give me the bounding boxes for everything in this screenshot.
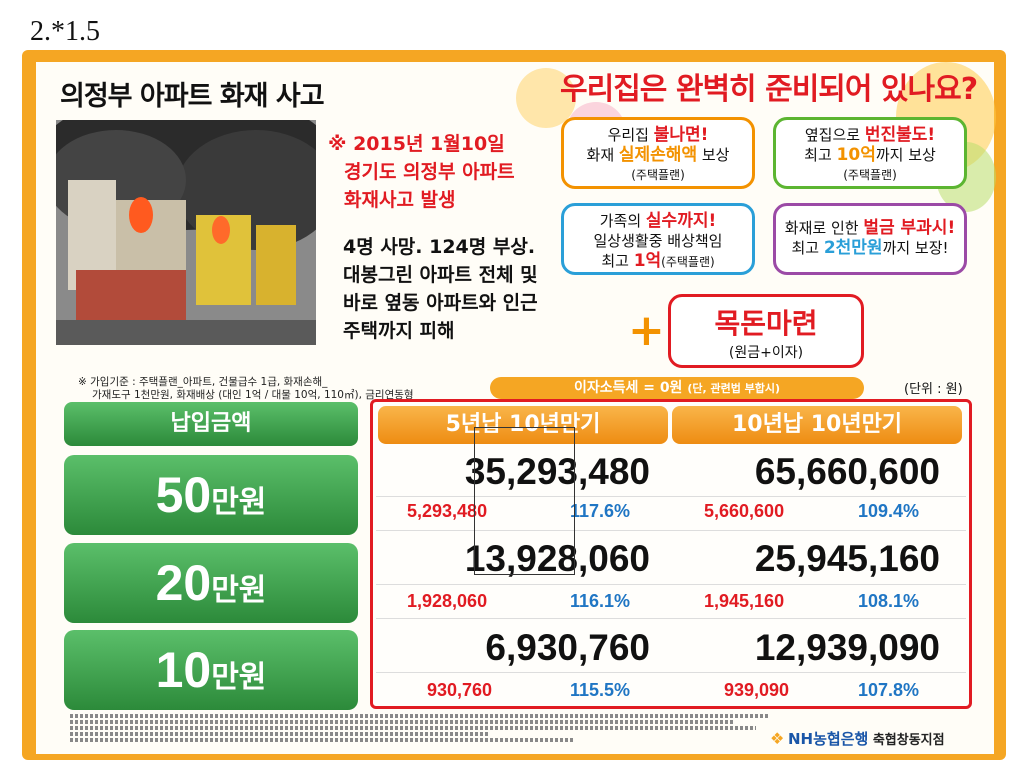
note-line: 가재도구 1천만원, 화재배상 (대인 1억 / 대물 10억, 110㎡), … [92, 389, 414, 401]
coverage-text: 옆집으로 [804, 126, 865, 144]
amount-row-50: 50만원 [64, 455, 358, 535]
fire-date-line: 경기도 의정부 아파트 [344, 161, 515, 183]
rate-5yr-10: 115.5% [570, 680, 631, 700]
total-10yr-10: 12,939,090 [754, 627, 940, 668]
unit-label: (단위 : 원) [904, 382, 963, 397]
savings-title: 목돈마련 [714, 307, 818, 340]
fire-desc-line: 4명 사망. 124명 부상. [343, 236, 536, 258]
amount-value: 50 [155, 467, 212, 523]
fine-print-line [70, 720, 735, 724]
coverage-text: 가족의 [599, 212, 646, 230]
fine-print-line [70, 714, 770, 718]
fire-date-line: ※ 2015년 1월10일 [328, 133, 505, 155]
total-5yr-10: 6,930,760 [485, 627, 650, 668]
rate-5yr-50: 117.6% [570, 501, 631, 521]
fine-print-line [70, 738, 574, 742]
row-divider [376, 530, 966, 531]
total-10yr-20: 25,945,160 [754, 538, 940, 579]
enrollment-note: ※ 가입기준 : 주택플랜_아파트, 건물급수 1급, 화재손해_ 가재도구 1… [78, 376, 414, 402]
savings-subtitle: (원금+이자) [728, 345, 804, 361]
row-divider [376, 584, 966, 585]
fine-print [70, 712, 770, 744]
coverage-text: 까지 보장! [882, 239, 949, 257]
amount-unit: 만원 [211, 573, 267, 608]
coverage-text: 화재 [586, 146, 619, 164]
fine-print-line [70, 726, 756, 730]
interest-5yr-10: 930,760 [427, 680, 493, 700]
payment-amount-header: 납입금액 [64, 402, 358, 446]
savings-box: 목돈마련 (원금+이자) [668, 294, 864, 368]
coverage-emphasis: 10억 [836, 145, 876, 165]
rate-10yr-20: 108.1% [858, 591, 920, 611]
coverage-box-neighbor: 옆집으로 번진불도! 최고 10억까지 보상 (주택플랜) [773, 117, 967, 189]
coverage-text: 보상 [697, 146, 730, 164]
fire-desc-line: 주택까지 피해 [343, 320, 455, 342]
coverage-emphasis: 2천만원 [823, 238, 883, 258]
interest-10yr-50: 5,660,600 [704, 501, 785, 521]
plus-sign: + [628, 305, 665, 356]
amount-row-10: 10만원 [64, 630, 358, 710]
coverage-text: 최고 [804, 146, 837, 164]
bank-branch: 축협창동지점 [868, 733, 945, 748]
col-header-10yr: 10년납 10년만기 [672, 406, 962, 444]
fire-title: 의정부 아파트 화재 사고 [60, 81, 325, 112]
coverage-text: 일상생활중 배상책임 [593, 232, 723, 250]
amount-value: 10 [155, 642, 212, 698]
interest-10yr-10: 939,090 [724, 680, 790, 700]
amount-value: 20 [155, 555, 212, 611]
coverage-box-fine: 화재로 인한 벌금 부과시! 최고 2천만원까지 보장! [773, 203, 967, 275]
coverage-emphasis: 실수까지! [645, 211, 717, 231]
interest-5yr-20: 1,928,060 [407, 591, 488, 611]
page-label: 2.*1.5 [30, 16, 100, 47]
coverage-plan: (주택플랜) [631, 168, 685, 182]
total-5yr-20: 13,928,060 [464, 538, 650, 579]
selection-rectangle [474, 427, 575, 575]
amount-unit: 만원 [211, 660, 267, 695]
tax-condition: (단, 관련법 부합시) [687, 382, 781, 395]
nh-logo-icon: ❖ [770, 729, 785, 748]
tax-banner: 이자소득세 = 0원 (단, 관련법 부합시) [490, 377, 864, 399]
amount-row-20: 20만원 [64, 543, 358, 623]
coverage-emphasis: 벌금 부과시! [863, 218, 956, 238]
fire-photo [56, 120, 316, 345]
coverage-text: 화재로 인한 [784, 219, 864, 237]
coverage-text: 최고 [601, 252, 634, 270]
col-header-5yr: 5년납 10년만기 [378, 406, 668, 444]
bank-name: NH농협은행 [788, 730, 869, 748]
interest-5yr-50: 5,293,480 [407, 501, 488, 521]
maturity-table [370, 399, 972, 709]
coverage-emphasis: 실제손해액 [618, 145, 698, 165]
row-divider [376, 618, 966, 619]
total-5yr-50: 35,293,480 [464, 451, 650, 492]
interest-10yr-20: 1,945,160 [704, 591, 785, 611]
fire-date-line: 화재사고 발생 [344, 189, 456, 211]
coverage-emphasis: 번진불도! [864, 125, 936, 145]
fine-print-line [70, 732, 490, 736]
total-10yr-50: 65,660,600 [754, 451, 940, 492]
fire-description: 4명 사망. 124명 부상. 대봉그린 아파트 전체 및 바로 옆동 아파트와… [343, 233, 538, 345]
tax-text: 이자소득세 = 0원 [573, 380, 688, 396]
row-divider [376, 496, 966, 497]
row-divider [376, 672, 966, 673]
coverage-emphasis: 1억 [633, 251, 662, 271]
coverage-text: 까지 보상 [875, 146, 936, 164]
coverage-text: 우리집 [607, 126, 654, 144]
coverage-plan: (주택플랜) [661, 255, 715, 269]
coverage-plan: (주택플랜) [843, 168, 897, 182]
fire-desc-line: 바로 옆동 아파트와 인근 [343, 292, 538, 314]
coverage-emphasis: 불나면! [653, 125, 709, 145]
fire-desc-line: 대봉그린 아파트 전체 및 [343, 264, 538, 286]
rate-5yr-20: 116.1% [570, 591, 631, 611]
rate-10yr-50: 109.4% [858, 501, 920, 521]
coverage-text: 최고 [791, 239, 824, 257]
fire-date: ※ 2015년 1월10일 경기도 의정부 아파트 화재사고 발생 [328, 130, 515, 214]
decor-bubble [516, 68, 576, 128]
amount-unit: 만원 [211, 485, 267, 520]
note-line: ※ 가입기준 : 주택플랜_아파트, 건물급수 1급, 화재손해_ [78, 376, 328, 388]
rate-10yr-10: 107.8% [858, 680, 920, 700]
headline: 우리집은 완벽히 준비되어 있나요? [560, 72, 978, 107]
coverage-box-home-fire: 우리집 불나면! 화재 실제손해액 보상 (주택플랜) [561, 117, 755, 189]
coverage-box-family: 가족의 실수까지! 일상생활중 배상책임 최고 1억(주택플랜) [561, 203, 755, 275]
bank-logo: NH농협은행 축협창동지점 [788, 728, 945, 749]
